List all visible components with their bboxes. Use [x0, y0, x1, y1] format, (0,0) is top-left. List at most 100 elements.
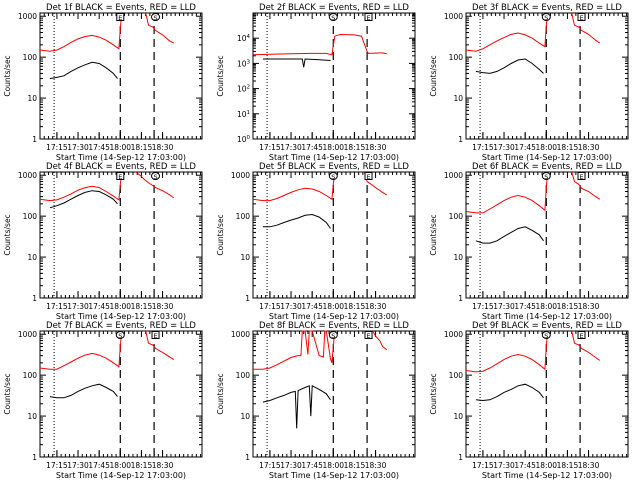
- marker-label: E: [579, 14, 583, 22]
- marker-label: E: [366, 332, 370, 340]
- marker-label: S: [153, 173, 157, 181]
- y-tick-label: 1: [32, 453, 37, 462]
- x-tick-label: 17:15: [472, 143, 494, 152]
- x-tick-label: 18:00: [109, 461, 131, 470]
- x-tick-label: 17:45: [301, 302, 323, 311]
- lld-series-line: [39, 12, 123, 52]
- detector-panel: Det 1f BLACK = Events, RED = LLD 1 10 100 10…: [3, 3, 203, 162]
- x-tick-label: 17:15: [46, 461, 68, 470]
- y-axis-label: Counts/sec: [429, 55, 438, 96]
- y-tick-label: 10: [27, 412, 37, 421]
- y-tick-label: 102: [237, 85, 250, 94]
- marker-shape: [116, 172, 125, 180]
- panel-title: Det 3f BLACK = Events, RED = LLD: [472, 3, 622, 13]
- y-tick-label: 1000: [18, 330, 37, 339]
- panel-title: Det 5f BLACK = Events, RED = LLD: [259, 162, 409, 172]
- lld-series-line: [145, 12, 175, 44]
- marker-shape: [328, 172, 338, 180]
- plot-frame: [465, 12, 629, 140]
- x-tick-label: 18:30: [152, 143, 174, 152]
- x-tick-label: 18:00: [322, 302, 344, 311]
- x-tick-label: 17:45: [514, 302, 536, 311]
- marker-shape: [328, 331, 338, 339]
- x-tick-label: 18:00: [535, 302, 557, 311]
- marker-label: S: [544, 332, 548, 340]
- events-series-line: [475, 226, 544, 244]
- y-axis-label: Counts/sec: [429, 214, 438, 255]
- panel-title: Det 8f BLACK = Events, RED = LLD: [259, 321, 409, 331]
- x-tick-label: 17:30: [280, 143, 302, 152]
- x-axis-label: Start Time (14-Sep-12 17:03:00): [482, 153, 612, 162]
- marker-label: E: [118, 14, 122, 22]
- x-tick-label: 17:45: [514, 143, 536, 152]
- marker-label: E: [153, 332, 157, 340]
- lld-series-line: [571, 12, 601, 44]
- marker-label: E: [118, 173, 122, 181]
- y-tick-label: 1000: [231, 330, 250, 339]
- x-tick-label: 18:15: [131, 302, 153, 311]
- lld-series-line: [465, 171, 549, 214]
- x-axis-label: Start Time (14-Sep-12 17:03:00): [269, 471, 399, 480]
- lld-series-line: [145, 330, 175, 361]
- x-tick-label: 18:30: [578, 302, 600, 311]
- plot-frame: [39, 330, 203, 458]
- x-tick-label: 18:15: [344, 143, 366, 152]
- panel-title: Det 1f BLACK = Events, RED = LLD: [46, 3, 196, 13]
- y-tick-label: 100: [449, 53, 464, 62]
- lld-series-line: [571, 171, 601, 200]
- y-tick-label: 100: [236, 212, 251, 221]
- marker-shape: [577, 13, 586, 21]
- detector-panel: Det 9f BLACK = Events, RED = LLD 1 10 100 10…: [429, 321, 629, 480]
- events-series-line: [262, 213, 331, 229]
- x-tick-label: 18:15: [557, 302, 579, 311]
- detector-panel: Det 2f BLACK = Events, RED = LLD 100 101 10…: [216, 3, 416, 162]
- y-tick-label: 1: [458, 294, 463, 303]
- x-tick-label: 18:30: [578, 143, 600, 152]
- y-tick-label: 100: [449, 212, 464, 221]
- detector-panel: Det 6f BLACK = Events, RED = LLD 1 10 100 10…: [429, 162, 629, 321]
- marker-shape: [151, 13, 161, 21]
- x-tick-label: 18:15: [557, 461, 579, 470]
- lld-series-line: [252, 33, 387, 56]
- y-tick-label: 103: [237, 59, 251, 68]
- x-tick-label: 17:15: [46, 302, 68, 311]
- y-axis-label: Counts/sec: [3, 214, 12, 255]
- y-tick-label: 101: [237, 110, 250, 119]
- marker-shape: [577, 172, 586, 180]
- events-series-line: [49, 61, 118, 80]
- marker-shape: [328, 13, 338, 21]
- plot-frame: [39, 171, 203, 299]
- marker-label: S: [544, 173, 548, 181]
- x-tick-label: 17:30: [67, 302, 89, 311]
- y-axis-label: Counts/sec: [429, 373, 438, 414]
- y-tick-label: 10: [240, 412, 250, 421]
- panel-title: Det 7f BLACK = Events, RED = LLD: [46, 321, 196, 331]
- marker-shape: [364, 172, 373, 180]
- lld-series-line: [253, 330, 336, 370]
- lld-series-line: [39, 171, 123, 202]
- y-tick-label: 1: [458, 453, 463, 462]
- x-tick-label: 18:30: [578, 461, 600, 470]
- x-tick-label: 17:45: [301, 143, 323, 152]
- marker-shape: [364, 331, 373, 339]
- panel-title: Det 2f BLACK = Events, RED = LLD: [259, 3, 409, 13]
- x-tick-label: 18:00: [322, 143, 344, 152]
- y-tick-label: 10: [453, 412, 463, 421]
- y-axis-label: Counts/sec: [216, 214, 225, 255]
- x-axis-label: Start Time (14-Sep-12 17:03:00): [269, 153, 399, 162]
- x-axis-label: Start Time (14-Sep-12 17:03:00): [482, 312, 612, 321]
- y-tick-label: 1: [458, 135, 463, 144]
- x-tick-label: 18:15: [344, 461, 366, 470]
- x-tick-label: 18:30: [365, 302, 387, 311]
- x-axis-label: Start Time (14-Sep-12 17:03:00): [269, 312, 399, 321]
- events-series-line: [49, 190, 118, 209]
- plot-frame: [252, 12, 416, 140]
- y-tick-label: 10: [453, 253, 463, 262]
- detector-panel: Det 8f BLACK = Events, RED = LLD 1 10 100 10…: [216, 321, 416, 480]
- x-tick-label: 18:00: [535, 461, 557, 470]
- plot-frame: [465, 330, 629, 458]
- x-axis-label: Start Time (14-Sep-12 17:03:00): [482, 471, 612, 480]
- x-axis-label: Start Time (14-Sep-12 17:03:00): [56, 471, 186, 480]
- x-tick-label: 18:15: [344, 302, 366, 311]
